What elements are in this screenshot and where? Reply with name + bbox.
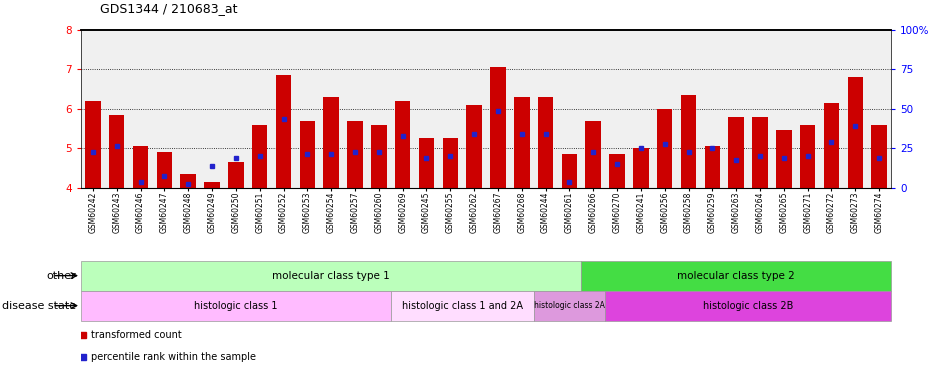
Bar [751,117,767,188]
Bar [537,97,553,188]
Text: transformed count: transformed count [91,330,182,340]
Bar [180,174,196,188]
Text: molecular class type 1: molecular class type 1 [272,271,389,280]
Text: histologic class 1 and 2A: histologic class 1 and 2A [402,301,522,310]
Text: percentile rank within the sample: percentile rank within the sample [91,352,256,362]
Bar [81,261,581,291]
Bar [275,75,291,188]
Bar [823,103,839,188]
Bar [608,154,625,188]
Bar [132,146,149,188]
Bar [251,124,268,188]
Bar [85,101,101,188]
Bar [680,95,696,188]
Text: GDS1344 / 210683_at: GDS1344 / 210683_at [100,2,237,15]
Bar [228,162,244,188]
Text: histologic class 2B: histologic class 2B [703,301,792,310]
Bar [846,77,863,188]
Bar [561,154,577,188]
Text: histologic class 1: histologic class 1 [194,301,277,310]
Bar [585,121,601,188]
Bar [347,121,363,188]
Text: disease state: disease state [2,301,76,310]
Bar [418,138,434,188]
Bar [727,117,744,188]
Bar [323,97,339,188]
Bar [775,130,791,188]
Bar [656,109,672,188]
Bar [109,115,125,188]
Bar [81,291,390,321]
Bar [442,138,458,188]
Bar [632,148,648,188]
Bar [204,182,220,188]
Bar [799,124,815,188]
Bar [390,291,533,321]
Text: other: other [47,271,76,280]
Bar [533,291,605,321]
Bar [156,152,172,188]
Bar [394,101,410,188]
Bar [605,291,890,321]
Bar [370,124,387,188]
Text: histologic class 2A: histologic class 2A [533,301,605,310]
Bar [704,146,720,188]
Bar [299,121,315,188]
Text: molecular class type 2: molecular class type 2 [677,271,794,280]
Bar [489,68,506,188]
Bar [581,261,890,291]
Bar [466,105,482,188]
Bar [870,124,886,188]
Bar [513,97,529,188]
